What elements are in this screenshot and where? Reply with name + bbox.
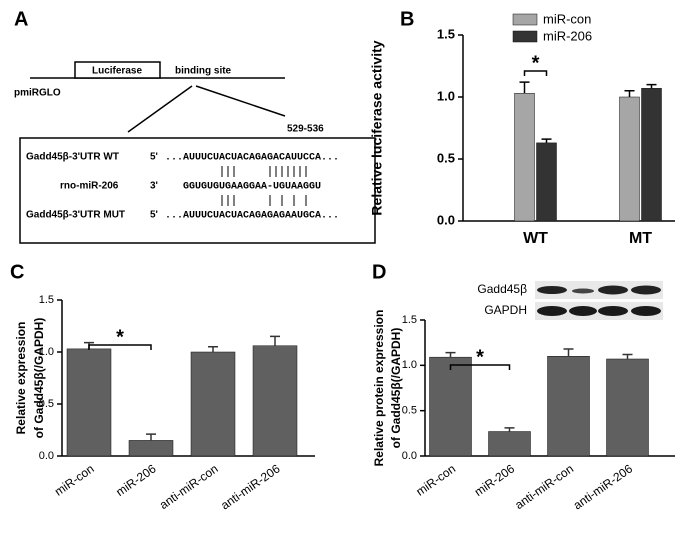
y-tick-label: 1.0 [437,88,455,103]
sequence-box [19,137,376,244]
y-tick-label: 1.5 [402,314,417,326]
blot-label: GAPDH [484,303,527,317]
y-axis-label: of Gadd45β(/GAPDH) [389,328,403,449]
error-bar [622,353,633,359]
legend-label: miR-con [543,11,591,26]
bar [66,348,112,457]
x-tick-label: miR-206 [113,461,158,499]
x-tick-label: miR-con [52,462,97,499]
y-tick-label: 0.0 [39,450,54,462]
row-end: 3' [150,181,158,192]
panel-label: C [10,261,24,283]
bar [429,356,472,457]
error-bar [504,427,515,432]
error-bar [624,90,635,97]
error-bar [445,351,456,358]
blot-label: Gadd45β [477,282,527,296]
x-tick-label: anti-miR-con [157,462,221,512]
zoom-line [195,85,286,117]
base-pairing [221,166,307,206]
band [598,285,628,295]
row-name: Gadd45β-3'UTR MUT [26,210,125,221]
band [598,306,628,316]
bar [128,440,174,457]
significance-label: * [116,326,124,348]
legend-swatch [512,13,538,26]
panel-label: B [400,8,414,30]
bar [514,93,535,222]
significance-label: * [532,52,540,74]
blot: Gadd45β GAPDH [477,281,663,320]
bar [606,358,649,457]
x-tick-label: MT [629,230,652,247]
y-axis-label: of Gadd45β(/GAPDH) [32,318,46,439]
significance-bracket [523,70,548,76]
y-tick-label: 0.5 [402,405,417,417]
band [631,306,661,316]
error-bar [208,346,218,352]
band [537,306,567,316]
significance-bracket [449,364,511,370]
vector-label: pmiRGLO [14,88,61,99]
error-bar [270,335,280,346]
y-axis-label: Relative luciferase activity [369,40,385,215]
luciferase-box [74,61,161,79]
x-tick-label: miR-206 [472,461,517,499]
error-bar [146,433,156,441]
x-tick-label: anti-miR-con [512,462,576,512]
x-tick-label: anti-miR-206 [571,461,636,512]
legend-label: miR-206 [543,28,592,43]
bar [547,356,590,457]
panel-label: A [14,8,28,30]
x-tick-label: anti-miR-206 [218,461,283,512]
row-end: 5' [150,152,158,163]
band [569,306,597,316]
x-tick-label: WT [523,230,548,247]
site-label: binding site [175,66,232,77]
y-tick-label: 0.5 [39,398,54,410]
panel-a: A Luciferase binding site pmiRGLO 529-53… [14,8,376,244]
panel-label: D [372,261,386,283]
bar [488,431,531,457]
y-axis-label: Relative expression [14,322,28,435]
y-axis-label: Relative protein expression [372,310,386,467]
bar [536,142,557,222]
error-bar [563,348,574,357]
row-name: rno-miR-206 [60,181,119,192]
zoom-line [127,85,193,133]
y-tick-label: 1.0 [402,359,417,371]
band [572,288,594,294]
position-label: 529-536 [287,124,324,135]
band [537,286,567,294]
error-bar [541,138,552,143]
x-tick-label: miR-con [413,462,458,499]
box-label: Luciferase [92,66,142,77]
legend-swatch [512,30,538,43]
y-tick-label: 0.5 [437,150,455,165]
significance-bracket [88,344,152,350]
sequence: ...AUUUCUACUACAGAGAGAAUGCA... [165,211,339,222]
significance-label: * [476,346,484,368]
bar [641,88,662,222]
y-tick-label: 0.0 [402,450,417,462]
bar [252,345,298,457]
bar [619,96,640,222]
sequence: GGUGUGUGAAGGAA-UGUAAGGU [183,182,321,193]
row-end: 5' [150,210,158,221]
y-tick-label: 1.0 [39,346,54,358]
band [631,285,661,295]
sequence: ...AUUUCUACUACAGAGACAUUCCA... [165,153,339,164]
error-bar [519,81,530,94]
bar [190,351,236,457]
row-name: Gadd45β-3'UTR WT [26,152,119,163]
y-tick-label: 1.5 [39,294,54,306]
error-bar [646,83,657,89]
y-tick-label: 0.0 [437,212,455,227]
y-tick-label: 1.5 [437,26,455,41]
